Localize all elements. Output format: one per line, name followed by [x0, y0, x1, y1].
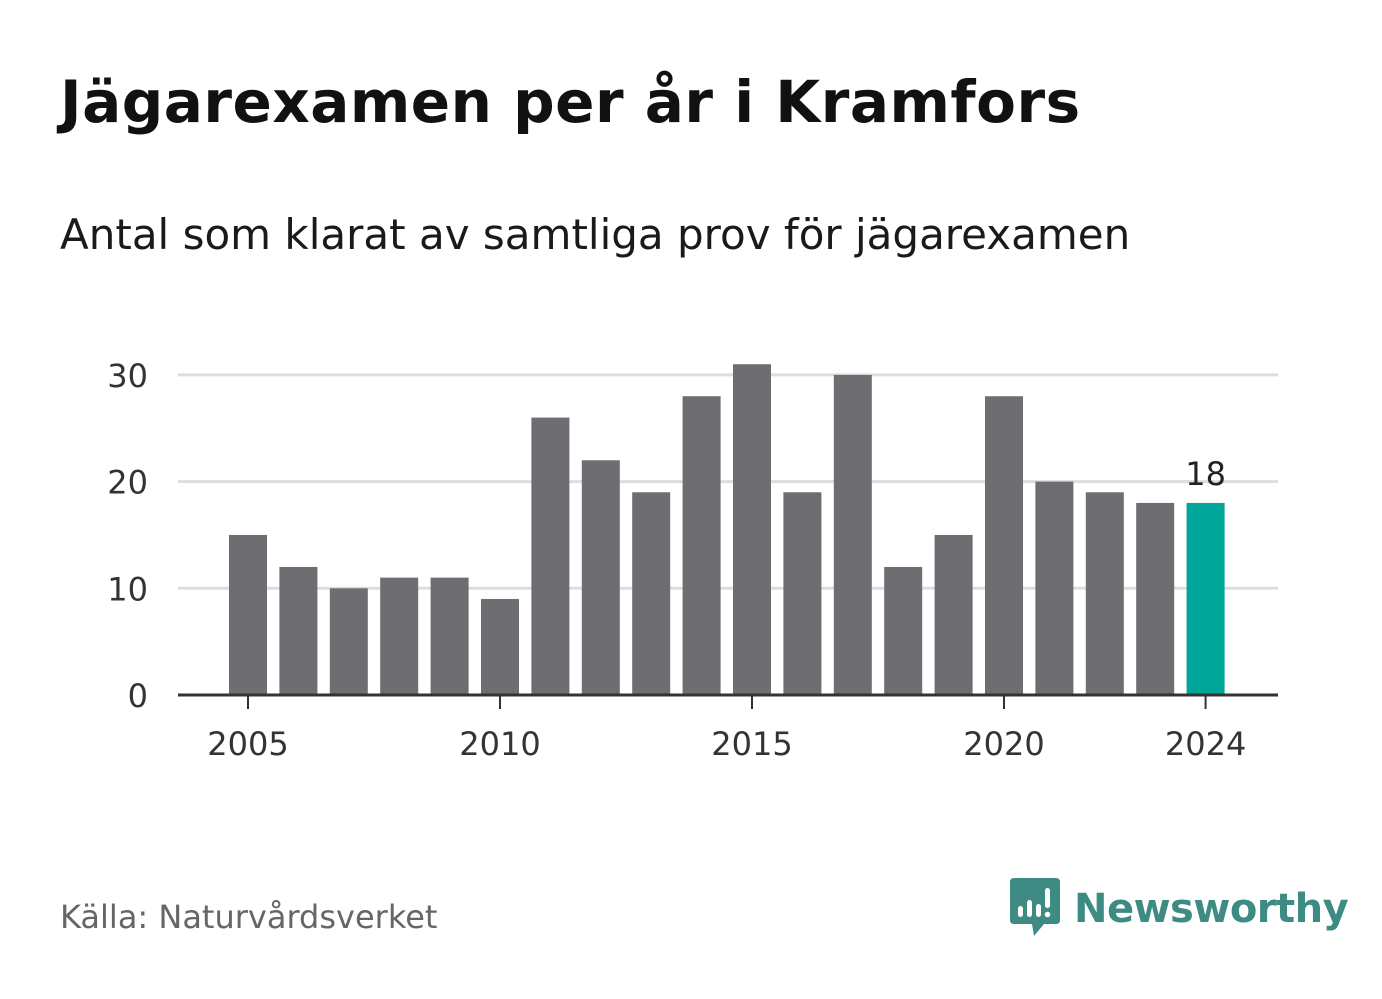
bar-2014	[682, 396, 721, 695]
bar-2018	[884, 566, 923, 695]
bar-2011	[531, 417, 570, 695]
chart-title: Jägarexamen per år i Kramfors	[60, 68, 1081, 136]
bar-2007	[329, 588, 368, 695]
bar-2016	[783, 492, 822, 695]
x-axis-ticks: 2005 2010 2015 2020 2024	[207, 695, 1246, 763]
x-tick-label: 2015	[711, 725, 792, 763]
bar-2006	[279, 566, 318, 695]
newsworthy-logo-icon	[1010, 878, 1060, 936]
bar-2013	[632, 492, 671, 695]
y-tick-label: 20	[107, 464, 148, 502]
y-tick-label: 10	[107, 570, 148, 608]
bar-2010	[481, 598, 519, 695]
bars	[229, 364, 1225, 695]
bar-2024	[1186, 502, 1225, 695]
chart-subtitle: Antal som klarat av samtliga prov för jä…	[60, 210, 1131, 259]
x-tick-label: 2024	[1165, 725, 1246, 763]
bar-2022	[1085, 492, 1124, 695]
data-label-2024: 18	[1185, 455, 1226, 493]
bar-2008	[380, 577, 419, 695]
y-tick-label: 0	[128, 677, 148, 715]
x-tick-label: 2005	[207, 725, 288, 763]
bar-2021	[1035, 481, 1074, 695]
bar-2020	[985, 396, 1023, 695]
data-labels: 18	[1185, 455, 1226, 493]
bar-2015	[733, 364, 771, 695]
bar-2019	[934, 534, 973, 695]
bar-2009	[430, 577, 469, 695]
y-axis-ticks: 0 10 20 30	[107, 357, 148, 715]
y-tick-label: 30	[107, 357, 148, 395]
bar-2017	[833, 374, 872, 695]
brand-name: Newsworthy	[1074, 886, 1349, 932]
bar-2005	[229, 534, 267, 695]
x-tick-label: 2020	[963, 725, 1044, 763]
x-tick-label: 2010	[459, 725, 540, 763]
source-text: Källa: Naturvårdsverket	[60, 898, 438, 936]
bar-2012	[581, 460, 620, 695]
bar-2023	[1136, 502, 1175, 695]
newsworthy-logo: Newsworthy	[1010, 878, 1349, 940]
